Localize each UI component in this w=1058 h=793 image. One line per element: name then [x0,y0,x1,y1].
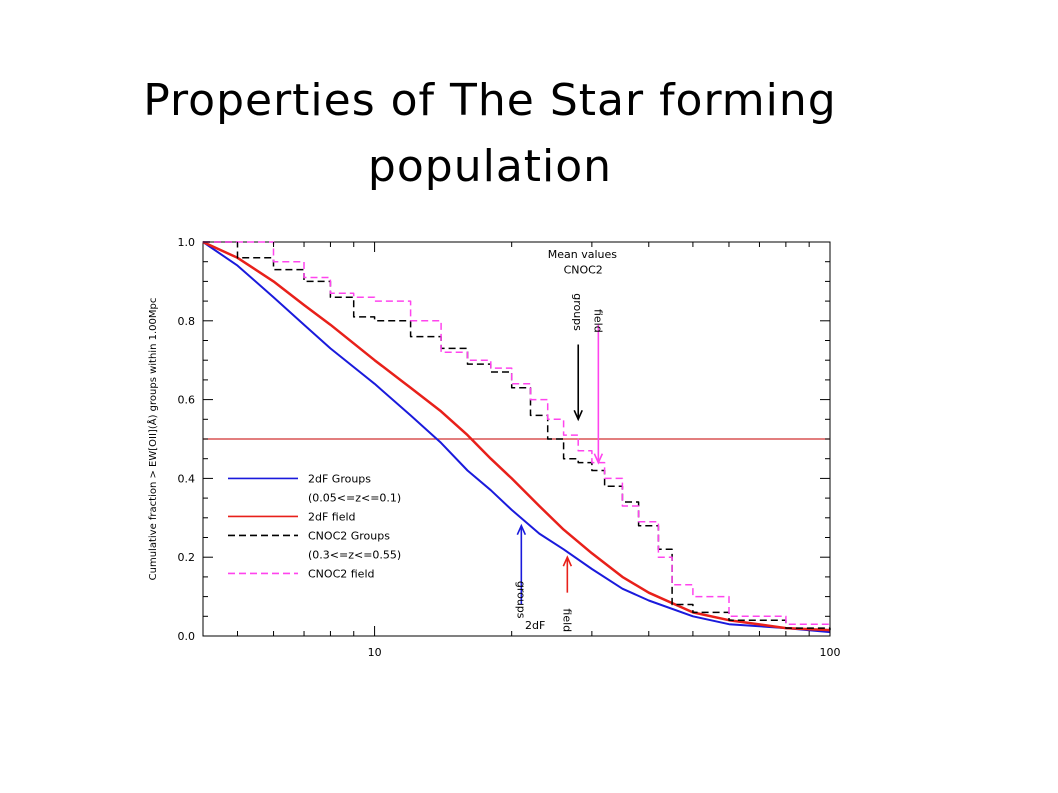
legend-entry-label: (0.3<=z<=0.55) [308,548,401,561]
series-layer [202,240,831,634]
cnoc2-groups-arrow-head [573,409,583,422]
series-line-2df-groups [202,241,831,634]
y-axis-label: Cumulative fraction > EW[OII](Å) groups … [146,298,159,581]
series-line-cnoc2-field [203,241,831,627]
y-tick-label: 0.0 [178,630,196,643]
y-tick-label: 0.4 [178,472,196,485]
legend-entry-label: CNOC2 Groups [308,529,390,542]
slide-title-line-1: Properties of The Star forming [143,75,837,126]
twodf-groups-annotation: groups [514,581,527,619]
cnoc2-groups-annotation: groups [571,293,584,331]
twodf-annotation-label: 2dF [525,619,545,632]
y-tick-label: 0.8 [178,315,196,328]
y-tick-label: 0.2 [178,551,196,564]
twodf-groups-arrow-head [516,523,527,536]
y-tick-label: 1.0 [178,236,196,249]
cnoc2-field-annotation: field [591,309,604,333]
legend-entry-label: (0.05<=z<=0.1) [308,491,401,504]
series-line-2df-field [202,240,831,632]
y-tick-label: 0.6 [178,394,196,407]
slide-title-line-2: population [367,141,613,192]
twodf-field-arrow-head [562,555,573,567]
legend-entry-label: CNOC2 field [308,567,374,580]
axis-layer: 0.00.20.40.60.81.010100EW[OII] (Å)Cumula… [146,236,841,659]
mean-values-sub-label: CNOC2 [564,264,603,277]
legend-entry-label: 2dF field [308,510,356,523]
cnoc2-field-arrow-head [593,453,604,465]
legend-entry-label: 2dF Groups [308,472,371,485]
twodf-field-annotation: field [560,608,573,632]
x-tick-label: 100 [820,646,841,659]
legend: 2dF Groups (0.05<=z<=0.1) 2dF field CNOC2 G… [228,472,401,580]
cumulative-fraction-chart: 0.00.20.40.60.81.010100EW[OII] (Å)Cumula… [140,232,840,664]
mean-values-label: Mean values [548,248,618,261]
chart-canvas [140,232,840,664]
x-tick-label: 10 [368,646,382,659]
slide-title: Properties of The Star forming populatio… [0,68,980,200]
